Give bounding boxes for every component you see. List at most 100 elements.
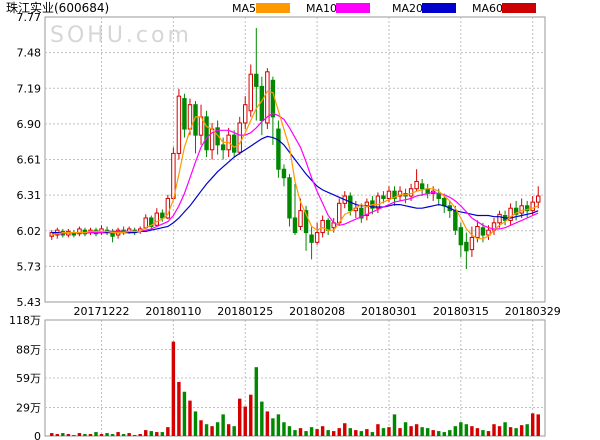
volume-bar <box>204 424 209 436</box>
candle-body <box>375 195 381 209</box>
candle-body <box>419 183 425 190</box>
candle-body <box>414 180 419 190</box>
candle-body <box>469 236 475 251</box>
candle-body <box>204 116 209 151</box>
volume-bar <box>464 424 469 436</box>
volume-bar <box>315 429 319 436</box>
candle-body <box>220 144 226 151</box>
candle-body <box>486 229 491 236</box>
volume-bar <box>160 432 165 436</box>
volume-bar <box>249 394 253 436</box>
candle-body <box>513 207 519 215</box>
volume-series <box>50 341 540 437</box>
candle-body <box>381 195 386 199</box>
candle-body <box>397 190 403 197</box>
volume-bar <box>50 433 54 436</box>
chart-legend: MA5 MA10 MA20 MA60 <box>232 2 536 15</box>
volume-bar <box>171 341 176 436</box>
candle-body <box>187 104 193 130</box>
volume-bar <box>442 432 446 436</box>
volume-bar <box>530 413 535 436</box>
volume-bar <box>365 429 369 436</box>
volume-bar <box>403 422 408 436</box>
volume-bar <box>238 398 242 436</box>
candle-body <box>154 212 160 226</box>
volume-bar <box>514 428 518 436</box>
volume-bar <box>199 420 203 436</box>
candle-body <box>314 232 320 243</box>
moving-average-lines <box>51 90 539 240</box>
candle-body <box>497 213 502 224</box>
volume-tick-label: 29万 <box>16 401 41 414</box>
volume-tick-label: 88万 <box>16 343 41 356</box>
candle-body <box>248 73 253 112</box>
candle-body <box>292 217 298 234</box>
volume-bar <box>298 428 303 436</box>
ma5-line <box>51 90 539 240</box>
volume-tick-label: 118万 <box>9 314 41 327</box>
volume-bar <box>354 430 358 436</box>
legend-label-ma20: MA20 <box>392 2 423 15</box>
volume-bar <box>188 400 192 436</box>
volume-bar <box>409 426 413 436</box>
volume-bar <box>492 424 496 436</box>
volume-bar <box>72 435 76 437</box>
volume-bar <box>414 424 419 436</box>
candle-body <box>364 201 370 217</box>
price-tick-label: 5.73 <box>17 260 42 273</box>
volume-bar <box>221 414 225 436</box>
candle-body <box>231 134 237 153</box>
candle-body <box>270 79 276 118</box>
volume-bar <box>193 411 198 436</box>
candle-body <box>320 219 325 234</box>
volume-bar <box>425 428 430 436</box>
volume-bar <box>182 391 187 436</box>
legend-swatch-ma20 <box>422 3 456 13</box>
volume-bar <box>260 401 264 436</box>
volume-bar <box>519 425 524 436</box>
volume-bar <box>331 431 336 436</box>
volume-bar <box>453 426 458 436</box>
volume-bar <box>431 430 435 436</box>
price-tick-label: 6.02 <box>17 225 42 238</box>
candle-body <box>160 212 165 219</box>
volume-bar <box>149 431 153 436</box>
volume-bar <box>343 423 347 436</box>
candle-body <box>281 168 287 179</box>
volume-bar <box>376 424 380 436</box>
sohu-watermark: SOHU.com <box>50 23 192 48</box>
volume-bar <box>177 381 181 436</box>
date-tick-label: 20180315 <box>433 305 489 318</box>
volume-tick-label: 59万 <box>16 372 41 385</box>
volume-bar <box>525 424 529 436</box>
volume-bar <box>105 433 109 436</box>
volume-bar <box>155 432 159 436</box>
volume-bar <box>293 430 297 436</box>
volume-bar <box>66 434 71 436</box>
candle-body <box>524 205 530 212</box>
candle-body <box>298 210 303 227</box>
date-axis: 20171222 20180110 20180125 20180208 20180301… <box>74 305 561 318</box>
volume-bar <box>337 428 341 436</box>
legend-label-ma10: MA10 <box>306 2 337 15</box>
price-tick-label: 6.31 <box>17 189 42 202</box>
candle-body <box>442 197 447 207</box>
candle-body <box>464 241 469 252</box>
volume-bar <box>448 430 452 436</box>
volume-bar <box>481 430 485 436</box>
volume-bar <box>486 431 491 436</box>
volume-bar <box>55 434 60 436</box>
volume-bar <box>144 430 148 436</box>
price-tick-label: 5.43 <box>17 296 42 309</box>
price-tick-label: 7.19 <box>17 82 42 95</box>
volume-bar <box>210 426 214 436</box>
volume-bar <box>536 414 540 436</box>
candle-body <box>276 128 281 170</box>
volume-bar <box>381 428 386 436</box>
volume-bar <box>348 428 352 436</box>
candle-body <box>309 234 314 243</box>
candle-body <box>508 207 513 221</box>
date-tick-label: 20171222 <box>74 305 130 318</box>
candle-body <box>182 98 187 130</box>
volume-bar <box>127 433 131 436</box>
